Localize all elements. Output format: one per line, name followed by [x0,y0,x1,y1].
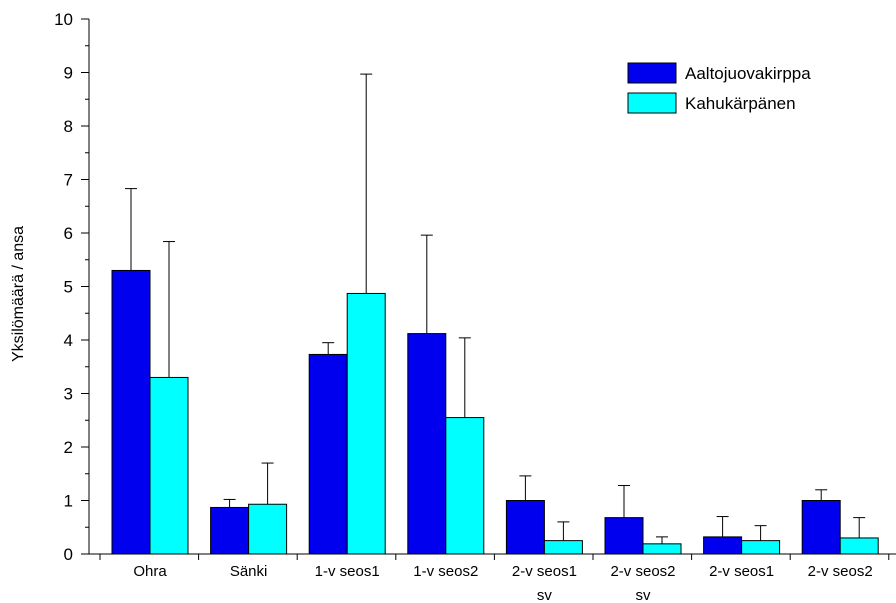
bar-series-2-6 [642,543,682,555]
bar-series-2-8 [839,537,879,555]
bar-series-2-3 [346,292,386,555]
bar-series-1-2 [210,506,250,555]
x-tick-label: Sänki [230,563,268,580]
bar-series-1-1 [111,269,151,555]
bar-series-2-7 [741,540,781,555]
bar-series-2-1 [149,376,189,555]
y-tick-label: 10 [54,10,73,29]
x-tick-label: 2-v seos1 [709,563,774,580]
axes-layer: Ohra Sänki 1-v seos1 1-v seos2 2-v seos1 sv 2-… [54,10,896,603]
x-tick-label: 1-v seos2 [413,563,478,580]
legend: Aaltojuovakirppa Kahukärpänen [627,62,811,114]
y-tick-label: 2 [64,438,73,457]
bars-layer [111,269,879,555]
bar-series-1-7 [703,536,743,555]
y-tick-label: 0 [64,545,73,564]
bar-series-1-8 [801,500,841,555]
y-tick-label: 3 [64,385,73,404]
y-tick-label: 4 [64,331,73,350]
legend-label-2: Kahukärpänen [685,94,796,113]
bar-series-1-4 [407,333,447,555]
y-axis-label: Yksilömäärä / ansa [10,226,27,362]
x-tick-label: 2-v seos1 [512,563,577,580]
x-tick-label: 2-v seos2 [610,563,675,580]
error-bars-layer [125,73,866,544]
y-tick-label: 9 [64,64,73,83]
y-tick-label: 5 [64,278,73,297]
legend-swatch-2 [627,92,677,114]
legend-label-1: Aaltojuovakirppa [685,64,811,83]
y-tick-label: 8 [64,117,73,136]
x-tick-label: sv [537,587,553,603]
x-tick-label: 2-v seos2 [808,563,873,580]
y-tick-label: 7 [64,171,73,190]
bar-series-2-2 [248,503,288,555]
bar-series-2-5 [543,540,583,555]
bar-series-1-5 [505,500,545,555]
bar-series-1-6 [604,517,644,555]
y-tick-label: 6 [64,224,73,243]
bar-series-1-3 [308,353,348,555]
x-tick-label: 1-v seos1 [315,563,380,580]
bar-series-2-4 [445,417,485,555]
y-tick-label: 1 [64,492,73,511]
x-tick-label: sv [636,587,652,603]
x-tick-label: Ohra [133,563,167,580]
legend-swatch-1 [627,62,677,84]
